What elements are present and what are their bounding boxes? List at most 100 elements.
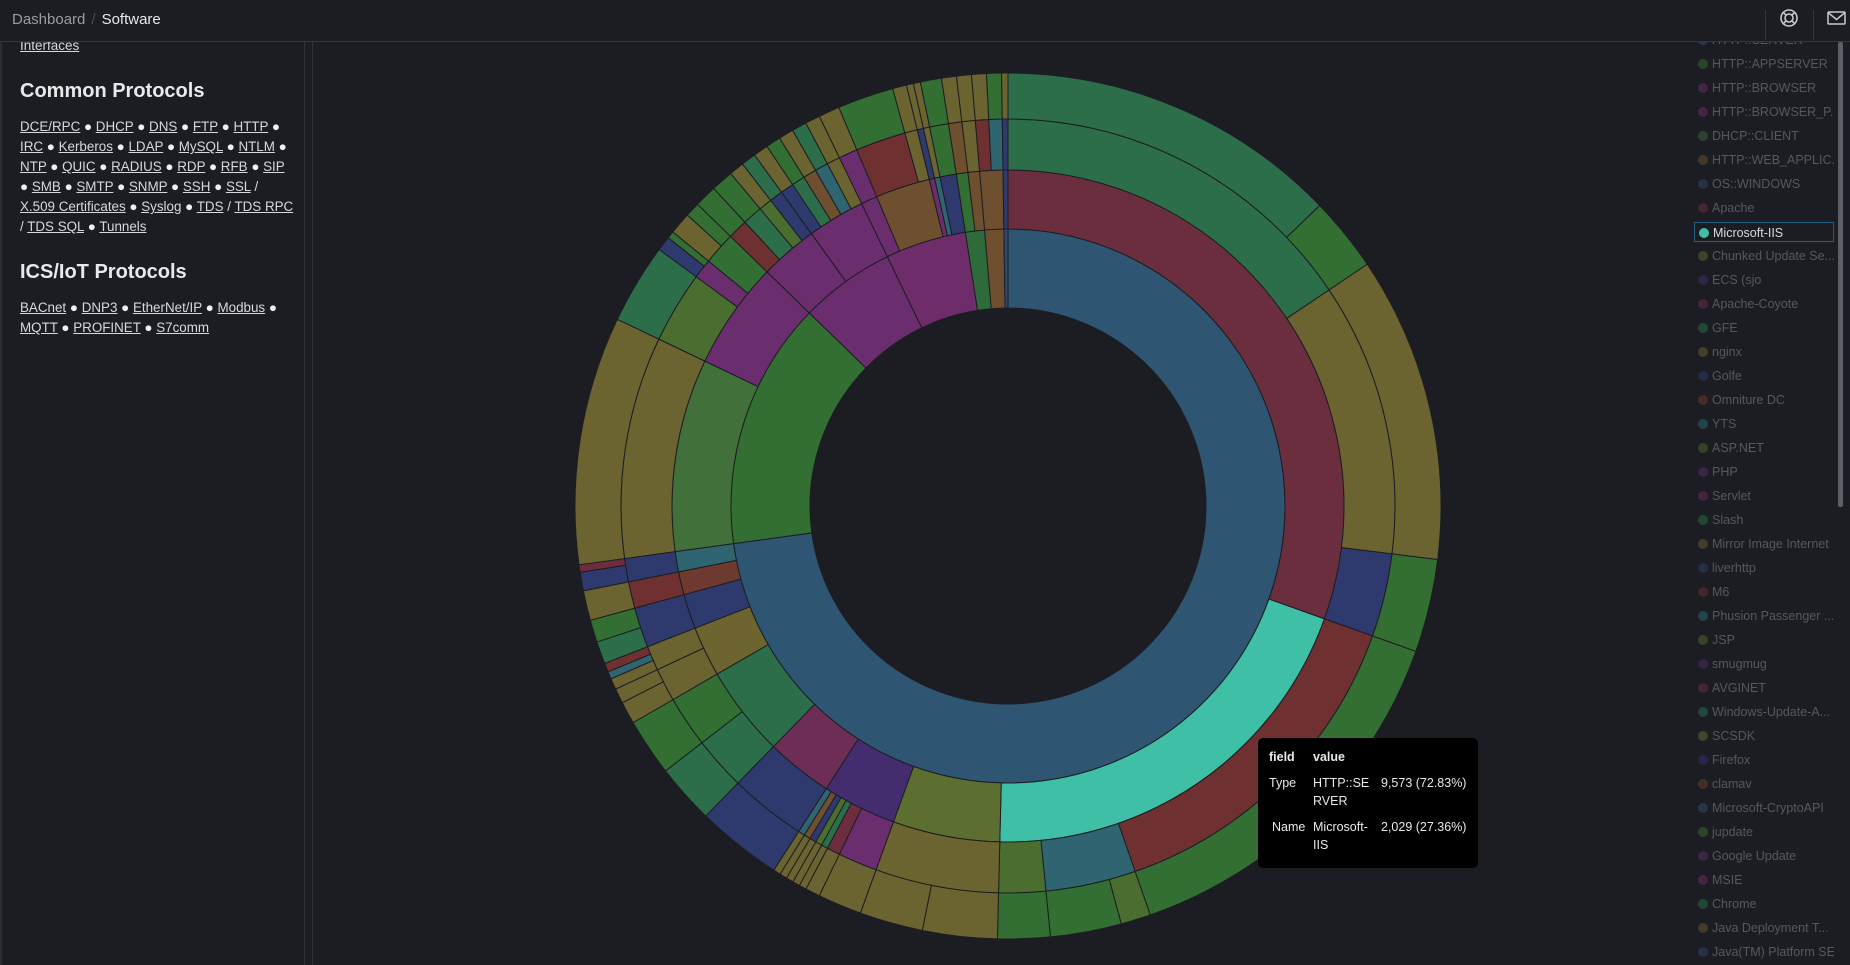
legend-item[interactable]: ASP.NET [1694, 438, 1834, 458]
sunburst-segment-os-windows[interactable] [1003, 228, 1009, 309]
legend-item[interactable]: HTTP::BROWSER_P... [1694, 102, 1834, 122]
legend-item[interactable]: Apache-Coyote [1694, 294, 1834, 314]
protocol-link[interactable]: HTTP [233, 119, 269, 134]
protocol-link[interactable]: DCE/RPC [20, 119, 81, 134]
legend-item[interactable]: DHCP::CLIENT [1694, 126, 1834, 146]
legend-item[interactable]: YTS [1694, 414, 1834, 434]
protocol-link[interactable]: TDS RPC [234, 199, 294, 214]
protocol-link[interactable]: Syslog [141, 199, 182, 214]
sunburst-segment[interactable] [996, 890, 1052, 940]
tooltip-value: RVER [1313, 794, 1348, 808]
legend-item[interactable]: Omniture DC [1694, 390, 1834, 410]
legend-item[interactable]: ECS (sjo [1694, 270, 1834, 290]
protocol-link[interactable]: Kerberos [58, 139, 113, 154]
legend-label: Microsoft-CryptoAPI [1712, 801, 1824, 815]
legend-item[interactable]: PHP [1694, 462, 1834, 482]
legend-item[interactable]: clamav [1694, 774, 1834, 794]
protocol-link[interactable]: DNP3 [81, 300, 118, 315]
legend-item[interactable]: Java(TM) Platform SE [1694, 942, 1834, 962]
protocol-link[interactable]: RDP [177, 159, 206, 174]
protocol-link[interactable]: NTLM [238, 139, 275, 154]
protocol-link[interactable]: X.509 Certificates [20, 199, 126, 214]
protocol-link[interactable]: SSH [182, 179, 211, 194]
legend-item[interactable]: liverhttp [1694, 558, 1834, 578]
protocol-link[interactable]: DNS [149, 119, 178, 134]
sunburst-segment[interactable] [921, 884, 1000, 940]
legend-item[interactable]: SCSDK [1694, 726, 1834, 746]
mail-icon[interactable] [1825, 6, 1849, 30]
legend-label: Slash [1712, 513, 1744, 527]
bullet-separator: ● [66, 300, 82, 315]
legend-item[interactable]: Mirror Image Internet [1694, 534, 1834, 554]
sunburst-segment[interactable] [998, 839, 1047, 894]
sunburst-segment[interactable] [985, 72, 1003, 121]
sidebar-link-interfaces[interactable]: Interfaces [20, 42, 80, 53]
protocol-link[interactable]: S7comm [156, 320, 210, 335]
legend-item[interactable]: Servlet [1694, 486, 1834, 506]
help-lifebuoy-icon[interactable] [1777, 6, 1801, 30]
protocol-link[interactable]: EtherNet/IP [132, 300, 202, 315]
legend-color-dot-icon [1698, 539, 1708, 549]
legend-color-dot-icon [1698, 851, 1708, 861]
protocol-link[interactable]: MySQL [178, 139, 223, 154]
top-bar: Dashboard / Software [0, 0, 1850, 42]
protocol-link[interactable]: IRC [20, 139, 44, 154]
protocol-link[interactable]: Modbus [217, 300, 266, 315]
legend-item[interactable]: Google Update [1694, 846, 1834, 866]
protocol-link[interactable]: TDS SQL [27, 219, 85, 234]
legend-item[interactable]: nginx [1694, 342, 1834, 362]
protocol-link[interactable]: RADIUS [111, 159, 162, 174]
legend-item[interactable]: MSIE [1694, 870, 1834, 890]
legend-item[interactable]: M6 [1694, 582, 1834, 602]
legend-item[interactable]: OS::WINDOWS [1694, 174, 1834, 194]
legend-item[interactable]: JSP [1694, 630, 1834, 650]
protocol-link[interactable]: FTP [192, 119, 218, 134]
legend-item[interactable]: Firefox [1694, 750, 1834, 770]
legend-item[interactable]: smugmug [1694, 654, 1834, 674]
protocol-link[interactable]: SMTP [76, 179, 114, 194]
legend-item[interactable]: Microsoft-CryptoAPI [1694, 798, 1834, 818]
legend-item[interactable]: jupdate [1694, 822, 1834, 842]
legend-color-dot-icon [1698, 515, 1708, 525]
legend-item[interactable]: HTTP::APPSERVER [1694, 54, 1834, 74]
legend-item[interactable]: Windows-Update-A... [1694, 702, 1834, 722]
legend-item[interactable]: Golfe [1694, 366, 1834, 386]
protocol-link[interactable]: SMB [31, 179, 61, 194]
protocol-link[interactable]: BACnet [20, 300, 67, 315]
legend-item[interactable]: Apache [1694, 198, 1834, 218]
legend-item[interactable]: GFE [1694, 318, 1834, 338]
sunburst-segment[interactable] [1001, 118, 1009, 171]
protocol-link[interactable]: MQTT [20, 320, 58, 335]
sunburst-segment[interactable] [1002, 169, 1009, 230]
protocol-link[interactable]: Tunnels [99, 219, 147, 234]
legend-item[interactable]: Microsoft-IIS [1694, 222, 1834, 242]
legend-scrollbar[interactable] [1838, 42, 1843, 507]
protocol-link[interactable]: PROFINET [73, 320, 141, 335]
protocol-link[interactable]: RFB [220, 159, 248, 174]
protocol-link[interactable]: SIP [263, 159, 285, 174]
bullet-separator: ● [210, 179, 226, 194]
protocol-link[interactable]: NTP [20, 159, 47, 174]
legend-item[interactable]: HTTP::SERVER [1694, 42, 1834, 50]
breadcrumb-dashboard[interactable]: Dashboard [12, 11, 86, 28]
bullet-separator: ● [201, 300, 218, 315]
legend-item[interactable]: HTTP::WEB_APPLIC... [1694, 150, 1834, 170]
legend-item[interactable]: AVGINET [1694, 678, 1834, 698]
protocol-link[interactable]: TDS [196, 199, 224, 214]
bullet-separator: ● [217, 119, 234, 134]
protocol-link[interactable]: DHCP [95, 119, 134, 134]
legend-color-dot-icon [1698, 755, 1708, 765]
protocol-link[interactable]: QUIC [62, 159, 96, 174]
legend-item[interactable]: Slash [1694, 510, 1834, 530]
protocol-link[interactable]: LDAP [128, 139, 164, 154]
legend-item[interactable]: HTTP::BROWSER [1694, 78, 1834, 98]
legend-item[interactable]: Java Deployment T... [1694, 918, 1834, 938]
sunburst-segment[interactable] [1001, 72, 1009, 120]
sunburst-segment[interactable] [988, 118, 1004, 171]
bullet-separator: ● [43, 139, 59, 154]
legend-item[interactable]: Chrome [1694, 894, 1834, 914]
protocol-link[interactable]: SNMP [128, 179, 168, 194]
legend-item[interactable]: Chunked Update Se... [1694, 246, 1834, 266]
legend-item[interactable]: Phusion Passenger ... [1694, 606, 1834, 626]
protocol-link[interactable]: SSL [225, 179, 251, 194]
